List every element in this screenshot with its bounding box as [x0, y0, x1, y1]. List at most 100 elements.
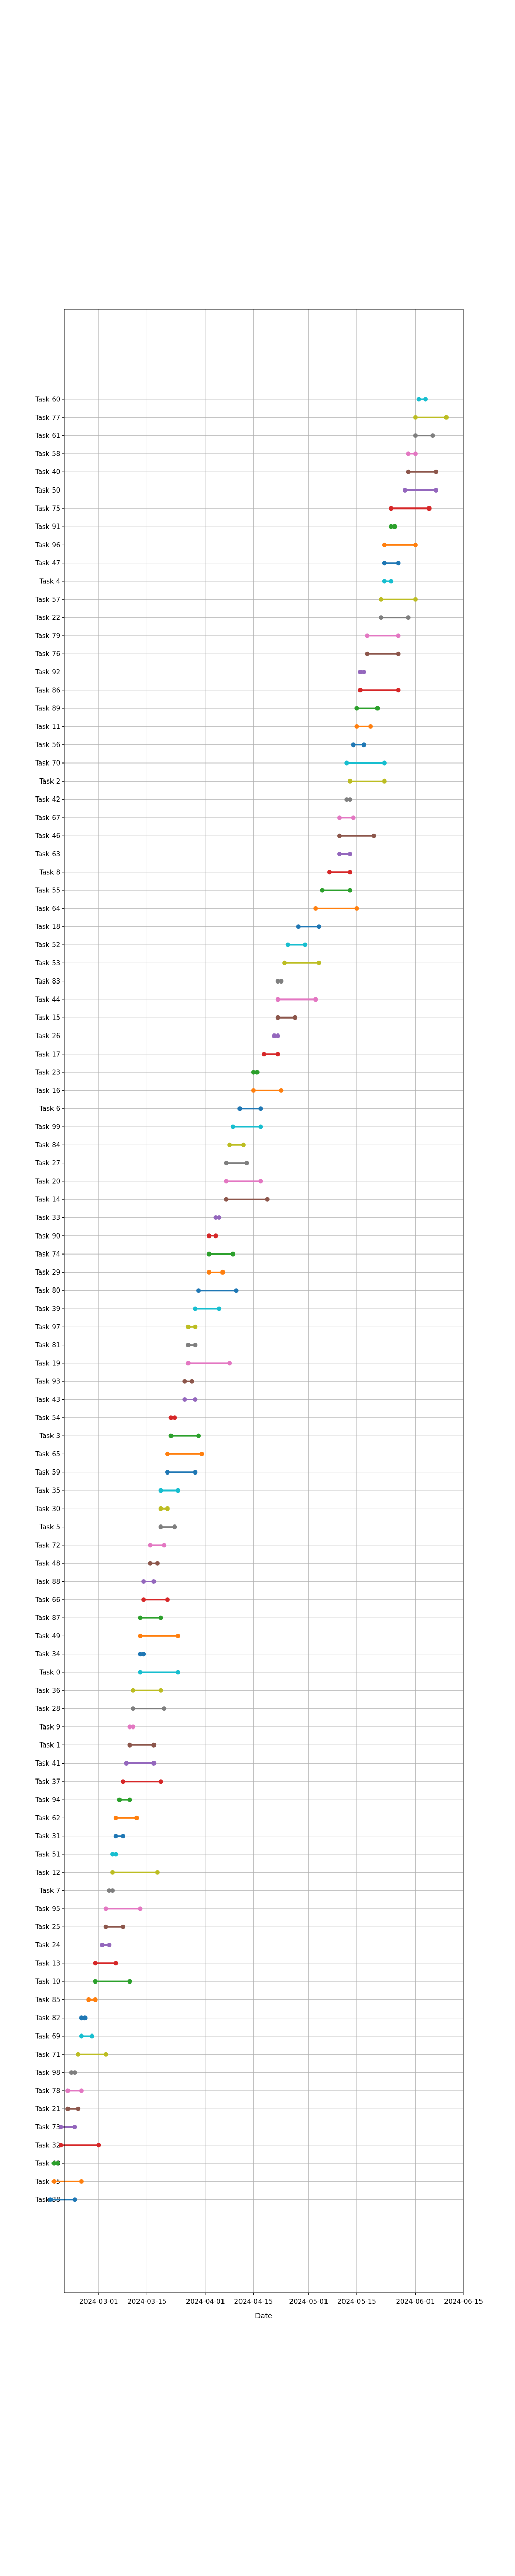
end-point	[196, 1433, 201, 1438]
start-point	[182, 1397, 187, 1402]
y-tick-label: Task 35	[35, 1487, 60, 1495]
x-tick-label: 2024-03-15	[128, 2298, 167, 2306]
y-tick-label: Task 91	[35, 523, 60, 531]
start-point	[275, 1015, 280, 1020]
y-tick-label: Task 82	[35, 2014, 60, 2022]
end-point	[258, 1124, 263, 1129]
end-point	[93, 1997, 98, 2002]
x-tick-label: 2024-05-01	[289, 2298, 329, 2306]
end-point	[89, 2033, 94, 2039]
y-tick-label: Task 0	[39, 1669, 60, 1677]
end-point	[193, 1324, 198, 1329]
end-point	[107, 1943, 112, 1947]
start-point	[354, 706, 359, 711]
start-point	[402, 488, 407, 493]
end-point	[275, 1033, 280, 1038]
start-point	[79, 2033, 84, 2039]
y-tick-label: Task 18	[35, 923, 60, 931]
start-point	[251, 1088, 256, 1093]
start-point	[207, 1251, 212, 1257]
x-tick-label: 2024-06-15	[444, 2298, 483, 2306]
end-point	[293, 1015, 298, 1020]
y-tick-label: Task 59	[35, 1469, 60, 1477]
start-point	[158, 1524, 163, 1530]
start-point	[413, 415, 418, 420]
start-point	[68, 2070, 74, 2075]
y-tick-label: Task 60	[35, 396, 60, 404]
y-tick-label: Task 11	[35, 723, 60, 731]
end-point	[413, 451, 418, 456]
x-axis-title: Date	[255, 2312, 272, 2320]
y-tick-label: Task 49	[35, 1633, 60, 1640]
end-point	[134, 1815, 139, 1820]
y-tick-label: Task 99	[35, 1124, 60, 1131]
start-point	[389, 524, 394, 529]
plot-marks	[48, 397, 449, 2202]
end-point	[165, 1506, 170, 1511]
end-point	[55, 2161, 60, 2166]
end-point	[244, 1161, 249, 1166]
y-tick-label: Task 42	[35, 796, 60, 804]
y-tick-label: Task 24	[35, 1942, 60, 1950]
y-tick-label: Task 87	[35, 1615, 60, 1622]
y-tick-label: Task 96	[35, 541, 60, 549]
start-point	[207, 1233, 212, 1239]
x-tick-label: 2024-03-01	[79, 2298, 118, 2306]
start-point	[313, 906, 318, 911]
y-tick-label: Task 55	[35, 887, 60, 895]
y-tick-label: Task 85	[35, 1996, 60, 2004]
start-point	[158, 1488, 163, 1493]
start-point	[262, 1052, 266, 1057]
end-point	[368, 724, 373, 729]
start-point	[285, 942, 290, 947]
start-point	[382, 579, 387, 584]
y-tick-label: Task 66	[35, 1596, 60, 1604]
start-point	[65, 2106, 71, 2111]
end-point	[316, 960, 321, 965]
start-point	[127, 1724, 132, 1730]
y-tick-label: Task 77	[35, 414, 60, 422]
y-tick-label: Task 80	[35, 1287, 60, 1295]
y-tick-label: Task 76	[35, 651, 60, 658]
start-point	[344, 760, 349, 766]
y-tick-label: Task 32	[35, 2142, 60, 2149]
start-point	[110, 1852, 115, 1857]
y-tick-label: Task 71	[35, 2051, 60, 2059]
end-point	[241, 1142, 246, 1147]
end-point	[141, 1652, 146, 1657]
end-point	[154, 1561, 160, 1566]
y-tick-label: Task 62	[35, 1815, 60, 1822]
start-point	[224, 1197, 229, 1202]
y-tick-label: Task 27	[35, 1160, 60, 1167]
y-tick-label: Task 74	[35, 1251, 60, 1259]
y-tick-label: Task 4	[39, 578, 60, 586]
end-point	[348, 888, 353, 893]
end-point	[189, 1379, 194, 1384]
end-point	[151, 1761, 157, 1766]
end-point	[162, 1706, 167, 1711]
end-point	[158, 1615, 163, 1620]
start-point	[237, 1106, 243, 1111]
y-tick-label: Task 43	[35, 1396, 60, 1404]
start-point	[168, 1415, 174, 1420]
end-point	[275, 1052, 280, 1057]
y-tick-label: Task 40	[35, 469, 60, 477]
end-point	[151, 1579, 157, 1584]
end-point	[193, 1397, 198, 1402]
end-point	[127, 1797, 132, 1802]
end-point	[103, 2052, 108, 2057]
y-tick-label: Task 46	[35, 833, 60, 840]
end-point	[361, 742, 366, 748]
start-point	[65, 2088, 71, 2093]
start-point	[351, 742, 356, 748]
y-tick-label: Task 78	[35, 2087, 60, 2095]
y-tick-label: Task 57	[35, 596, 60, 604]
y-tick-label: Task 53	[35, 960, 60, 968]
y-tick-label: Task 51	[35, 1851, 60, 1859]
start-point	[93, 1961, 98, 1966]
start-point	[48, 2197, 53, 2202]
y-tick-label: Task 73	[35, 2124, 60, 2131]
y-tick-label: Task 52	[35, 942, 60, 950]
start-point	[213, 1215, 218, 1220]
